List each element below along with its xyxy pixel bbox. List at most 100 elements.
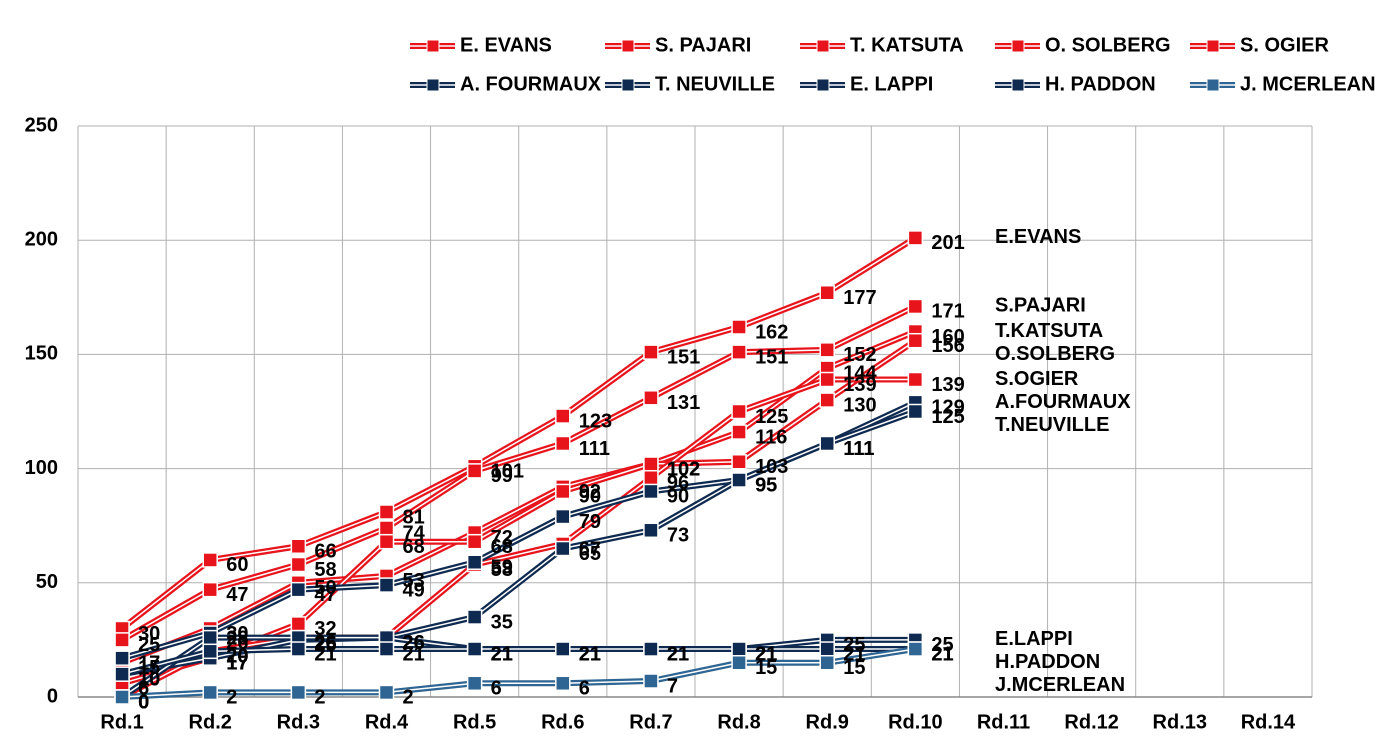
data-label: 17	[138, 652, 160, 674]
y-tick-label: 250	[25, 114, 58, 136]
data-label: 101	[491, 461, 524, 483]
data-label: 30	[138, 623, 160, 645]
data-label: 95	[755, 474, 777, 496]
data-label: 171	[931, 301, 964, 323]
data-point	[555, 675, 571, 692]
series-line-highlight	[121, 340, 916, 685]
end-label: O.SOLBERG	[995, 343, 1115, 365]
data-point	[114, 666, 130, 682]
data-point	[202, 643, 218, 660]
data-label: 21	[843, 643, 865, 665]
data-label: 25	[314, 634, 336, 656]
data-label: 65	[579, 543, 601, 565]
data-point	[555, 483, 571, 500]
data-point	[378, 577, 395, 593]
data-label: 49	[403, 579, 425, 601]
data-label: 2	[403, 687, 414, 709]
x-tick-label: Rd.6	[541, 711, 584, 733]
data-label: 96	[667, 472, 689, 494]
data-point	[378, 504, 395, 520]
data-point	[466, 533, 483, 550]
data-point	[731, 424, 747, 440]
legend-label: A. FOURMAUX	[460, 73, 602, 95]
legend-marker	[816, 78, 830, 92]
data-label: 123	[579, 410, 612, 432]
data-label: 53	[403, 570, 425, 592]
data-point	[555, 641, 571, 657]
data-point	[290, 556, 307, 573]
x-tick-label: Rd.5	[453, 711, 496, 733]
data-label: 21	[403, 643, 425, 665]
data-point	[643, 456, 659, 472]
data-point	[555, 540, 571, 557]
end-label: E.EVANS	[995, 226, 1081, 248]
data-point	[202, 629, 218, 646]
data-point	[643, 483, 659, 500]
data-point	[378, 533, 395, 550]
data-label: 15	[138, 657, 160, 679]
data-label: 139	[931, 374, 964, 396]
data-point	[731, 319, 747, 335]
data-label: 50	[314, 577, 336, 599]
data-point	[114, 632, 130, 648]
data-label: 26	[403, 632, 425, 654]
data-label: 81	[403, 506, 425, 528]
data-label: 30	[226, 623, 248, 645]
series-line-highlight	[122, 648, 916, 698]
data-point	[731, 641, 747, 657]
legend-marker	[426, 78, 440, 92]
end-label: S.OGIER	[995, 368, 1079, 390]
data-label: 20	[226, 646, 248, 668]
data-label: 90	[579, 486, 601, 508]
data-label: 10	[138, 668, 160, 690]
data-label: 0	[138, 691, 149, 713]
data-point	[114, 650, 130, 666]
legend-label: S. PAJARI	[655, 34, 751, 56]
data-point	[819, 435, 835, 452]
data-label: 125	[931, 406, 964, 428]
data-point	[643, 390, 659, 406]
data-label: 25	[843, 634, 865, 656]
data-label: 67	[579, 538, 601, 560]
data-label: 21	[755, 643, 777, 665]
y-tick-label: 150	[25, 343, 58, 365]
legend-marker	[621, 39, 635, 53]
data-label: 201	[931, 232, 964, 254]
data-point	[290, 641, 307, 657]
data-label: 35	[491, 611, 513, 633]
x-tick-label: Rd.3	[277, 711, 320, 733]
legend-label: H. PADDON	[1045, 73, 1156, 95]
data-point	[202, 684, 218, 701]
data-point	[202, 552, 218, 568]
data-label: 26	[403, 632, 425, 654]
data-label: 25	[931, 634, 953, 656]
data-point	[643, 673, 659, 689]
x-tick-label: Rd.10	[888, 711, 942, 733]
data-label: 131	[667, 392, 700, 414]
data-label: 160	[931, 326, 964, 348]
legend-marker	[816, 39, 830, 53]
legend-marker	[621, 78, 635, 92]
legend-label: J. MCERLEAN	[1240, 73, 1376, 95]
data-label: 58	[314, 559, 336, 581]
data-label: 26	[226, 632, 248, 654]
data-label: 0	[138, 691, 149, 713]
legend-label: E. LAPPI	[850, 73, 933, 95]
data-point	[907, 403, 924, 420]
y-tick-label: 50	[36, 571, 58, 593]
data-label: 68	[403, 536, 425, 558]
data-label: 26	[403, 632, 425, 654]
x-tick-label: Rd.12	[1064, 711, 1118, 733]
data-label: 95	[755, 474, 777, 496]
legend-label: T. KATSUTA	[850, 34, 964, 56]
legend-label: E. EVANS	[460, 34, 552, 56]
data-point	[643, 344, 659, 360]
data-point	[819, 342, 835, 358]
y-tick-label: 0	[47, 685, 58, 707]
data-label: 72	[491, 527, 513, 549]
data-label: 17	[226, 652, 248, 674]
data-label: 21	[491, 643, 513, 665]
data-label: 2	[226, 687, 237, 709]
data-label: 90	[667, 486, 689, 508]
data-point	[643, 641, 659, 657]
